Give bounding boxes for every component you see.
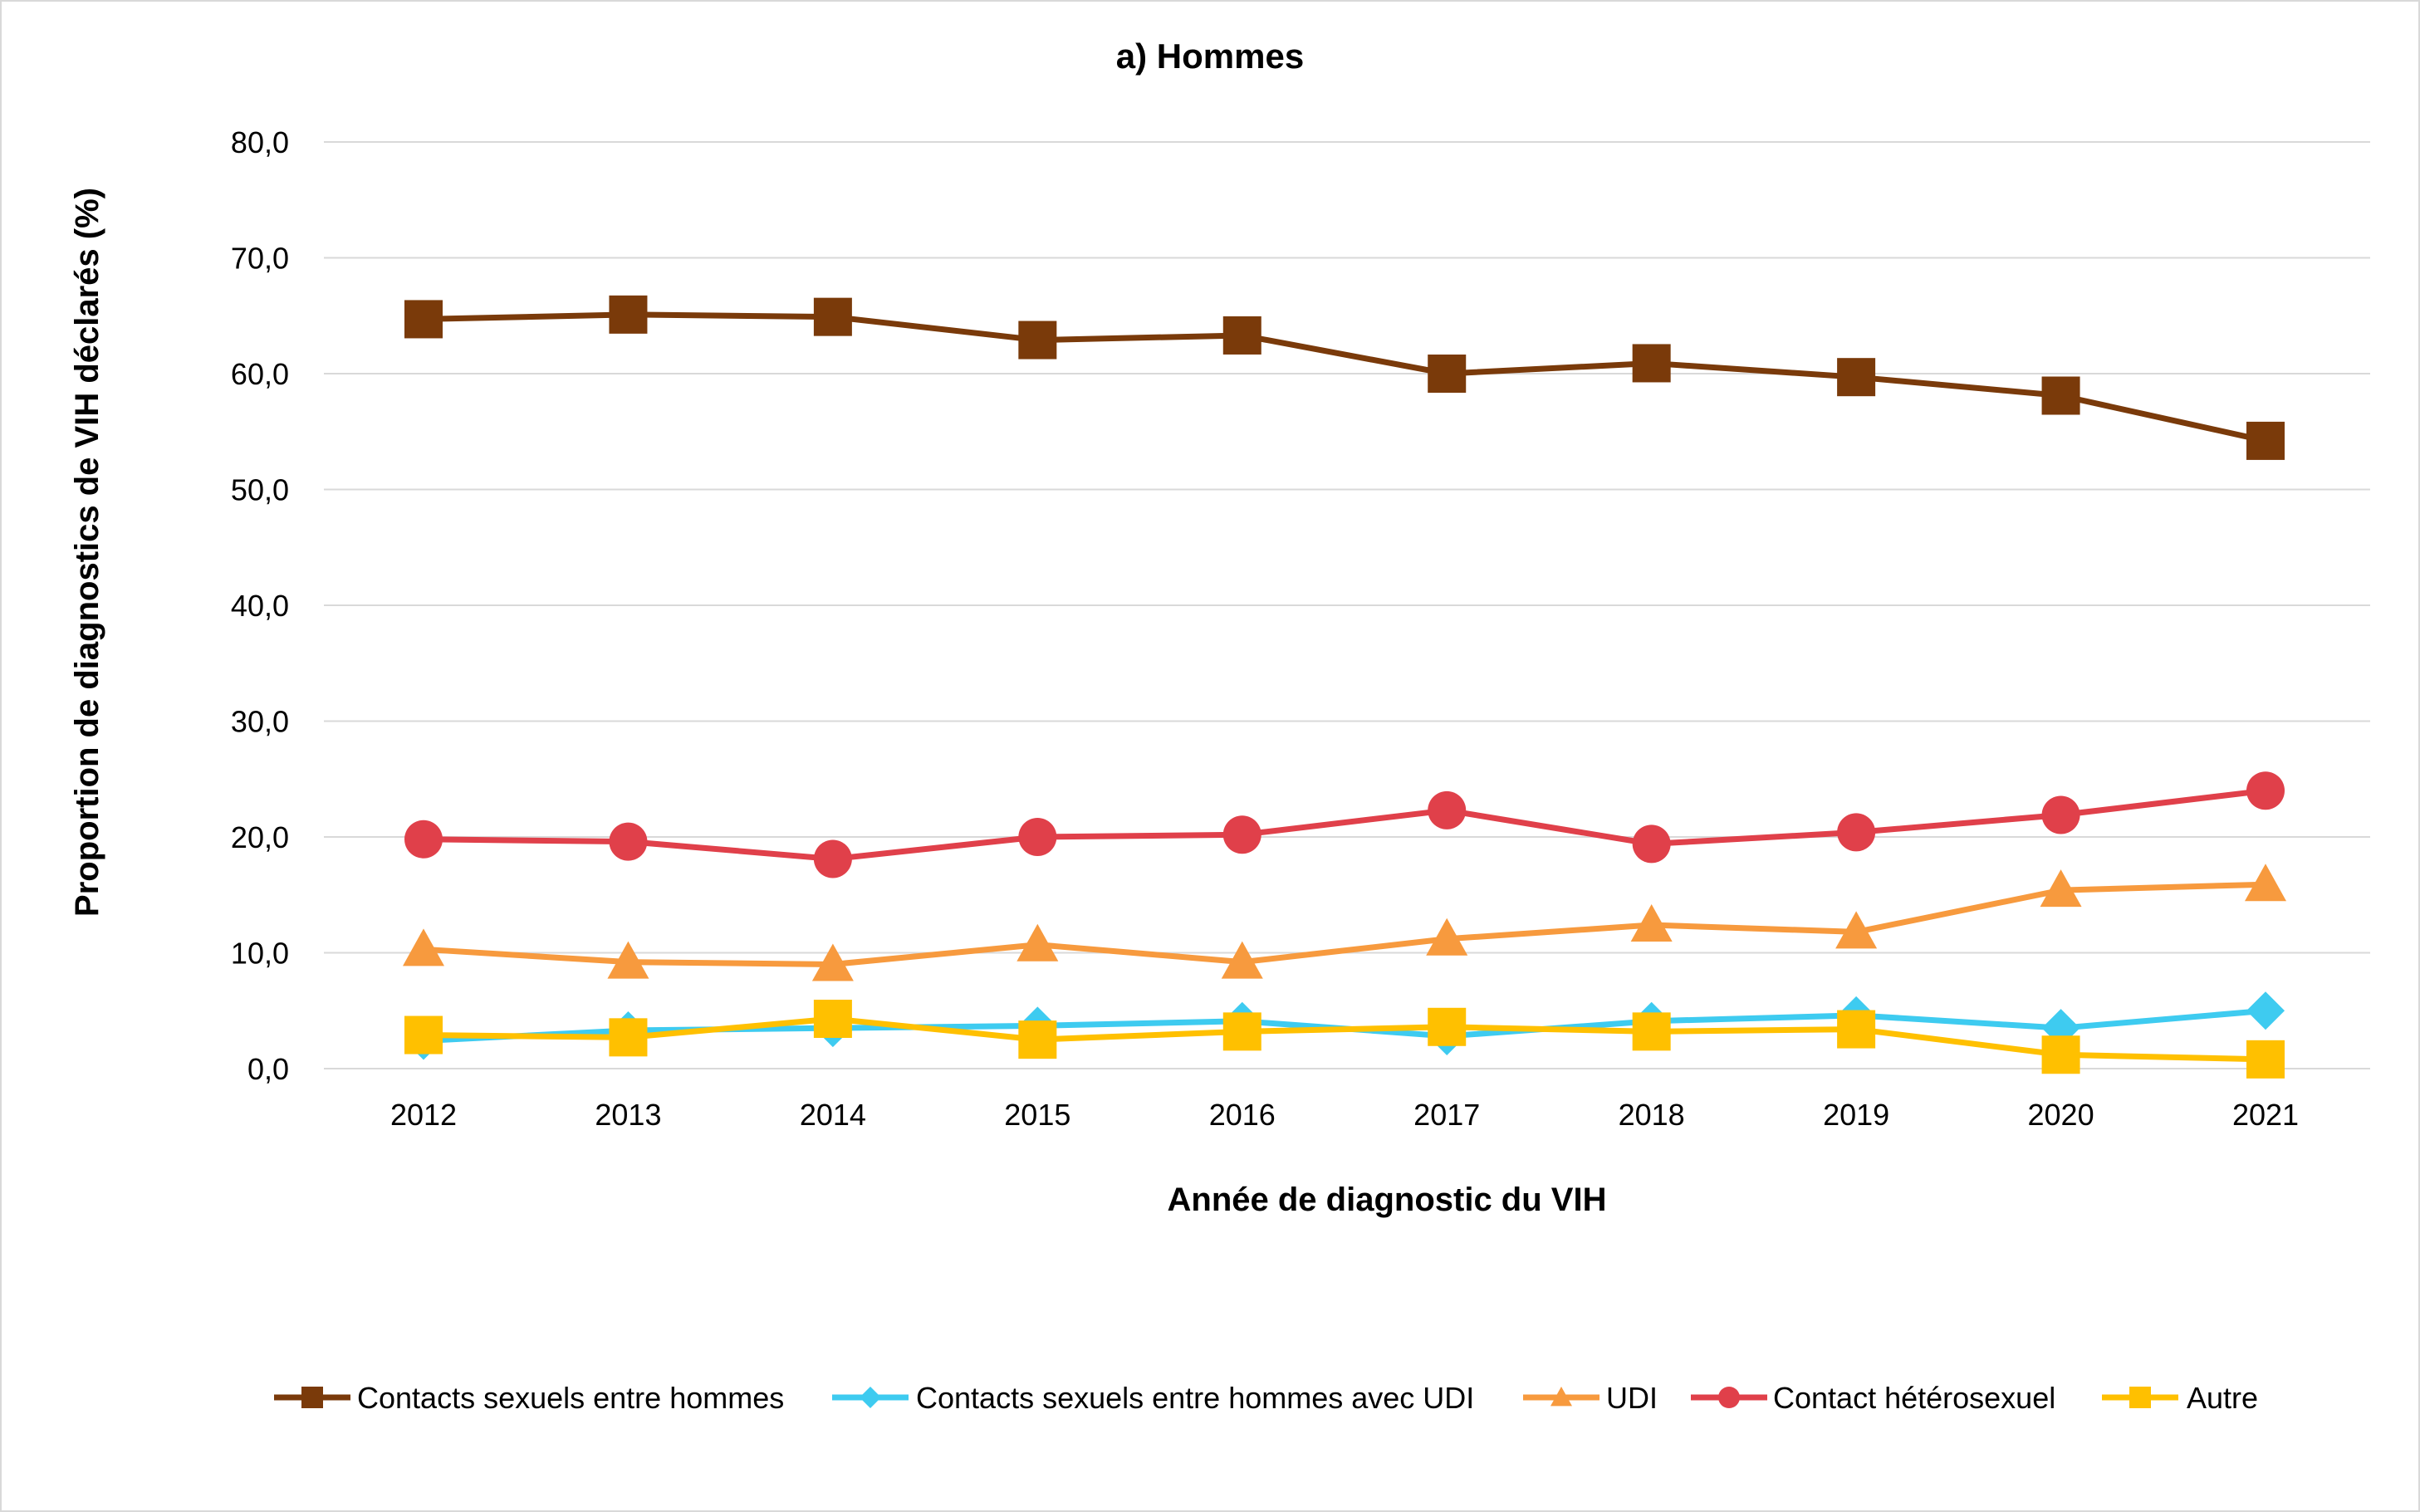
x-tick-label: 2012	[390, 1098, 457, 1132]
x-axis-title: Année de diagnostic du VIH	[1168, 1182, 1607, 1218]
legend-item: Contact hétérosexuel	[1691, 1381, 2055, 1415]
data-point	[404, 820, 443, 859]
x-tick-label: 2017	[1413, 1098, 1480, 1132]
x-tick-label: 2013	[595, 1098, 661, 1132]
data-point	[2246, 1040, 2285, 1079]
x-tick-label: 2015	[1004, 1098, 1070, 1132]
x-axis-ticks: 2012 2013 2014 2015 2016 2017 2018 2019 2020 2021	[390, 1098, 2299, 1132]
legend-marker	[860, 1387, 881, 1408]
x-tick-label: 2021	[2232, 1098, 2299, 1132]
data-point	[1428, 355, 1467, 393]
x-tick-label: 2020	[2028, 1098, 2094, 1132]
legend-marker	[1550, 1387, 1572, 1407]
data-point	[1222, 1012, 1261, 1051]
legend-marker	[1718, 1387, 1740, 1408]
legend-label: Autre	[2187, 1381, 2258, 1415]
data-point	[1018, 321, 1057, 360]
data-point	[1837, 358, 1876, 397]
legend-marker	[2129, 1387, 2151, 1408]
data-point	[1632, 825, 1671, 864]
data-point	[2040, 869, 2082, 908]
y-tick-label: 10,0	[231, 937, 289, 971]
x-tick-label: 2014	[800, 1098, 866, 1132]
series-group	[403, 295, 2286, 1079]
data-point	[609, 295, 648, 334]
data-point	[2245, 864, 2286, 902]
data-point	[1632, 344, 1671, 383]
series-line	[423, 787, 2266, 863]
data-point	[1837, 813, 1876, 852]
legend-item: Contacts sexuels entre hommes	[274, 1381, 784, 1415]
series-line	[423, 1007, 2266, 1045]
data-point	[813, 839, 852, 878]
data-point	[2041, 376, 2080, 415]
data-point	[1428, 790, 1467, 829]
legend-item: Autre	[2102, 1381, 2258, 1415]
data-point	[1222, 815, 1261, 854]
data-point	[2246, 421, 2285, 460]
data-point	[1018, 1020, 1057, 1059]
legend-label: Contact hétérosexuel	[1773, 1381, 2055, 1415]
x-tick-label: 2019	[1823, 1098, 1889, 1132]
data-point	[2041, 795, 2080, 834]
y-tick-label: 30,0	[231, 705, 289, 739]
data-point	[609, 822, 648, 861]
chart-title: a) Hommes	[1116, 37, 1304, 76]
y-tick-label: 80,0	[231, 125, 289, 159]
legend-item: UDI	[1523, 1381, 1658, 1415]
data-point	[403, 928, 444, 966]
data-point	[1837, 1010, 1876, 1049]
data-point	[1630, 904, 1673, 942]
series-line	[423, 1015, 2266, 1063]
data-point	[2041, 1035, 2080, 1074]
y-tick-label: 60,0	[231, 357, 289, 391]
data-point	[1018, 818, 1057, 856]
data-point	[404, 1015, 443, 1054]
legend-item: Contacts sexuels entre hommes avec UDI	[832, 1381, 1474, 1415]
series-3	[403, 864, 2286, 981]
x-tick-label: 2016	[1209, 1098, 1276, 1132]
data-point	[811, 943, 854, 981]
y-tick-label: 40,0	[231, 589, 289, 623]
series-line	[423, 881, 2266, 967]
series-1	[404, 295, 2285, 460]
data-point	[813, 297, 852, 336]
series-line	[423, 311, 2266, 444]
data-point	[1222, 316, 1261, 355]
gridlines	[324, 141, 2370, 1069]
data-point	[2246, 771, 2285, 810]
data-point	[404, 300, 443, 339]
legend-label: Contacts sexuels entre hommes avec UDI	[916, 1381, 1474, 1415]
y-tick-label: 70,0	[231, 242, 289, 276]
data-point	[1835, 911, 1878, 949]
legend-label: Contacts sexuels entre hommes	[357, 1381, 784, 1415]
legend-label: UDI	[1606, 1381, 1658, 1415]
series-4	[404, 771, 2285, 878]
legend-marker	[301, 1387, 323, 1408]
y-tick-label: 0,0	[247, 1052, 289, 1086]
data-point	[607, 941, 649, 979]
data-point	[1016, 923, 1059, 962]
data-point	[1221, 941, 1263, 979]
data-point	[813, 1000, 852, 1039]
x-tick-label: 2018	[1619, 1098, 1685, 1132]
data-point	[2246, 991, 2285, 1030]
legend: Contacts sexuels entre hommes Contacts se…	[274, 1381, 2258, 1415]
series-5	[404, 1000, 2285, 1079]
y-axis-title: Proportion de diagnostics de VIH déclaré…	[69, 188, 105, 917]
data-point	[1632, 1012, 1671, 1051]
y-tick-label: 50,0	[231, 473, 289, 507]
data-point	[609, 1018, 648, 1057]
data-point	[1426, 917, 1468, 956]
data-point	[1428, 1007, 1467, 1046]
y-axis-ticks: 0,0 10,0 20,0 30,0 40,0 50,0 60,0 70,0 80,0	[231, 125, 289, 1086]
y-tick-label: 20,0	[231, 820, 289, 854]
